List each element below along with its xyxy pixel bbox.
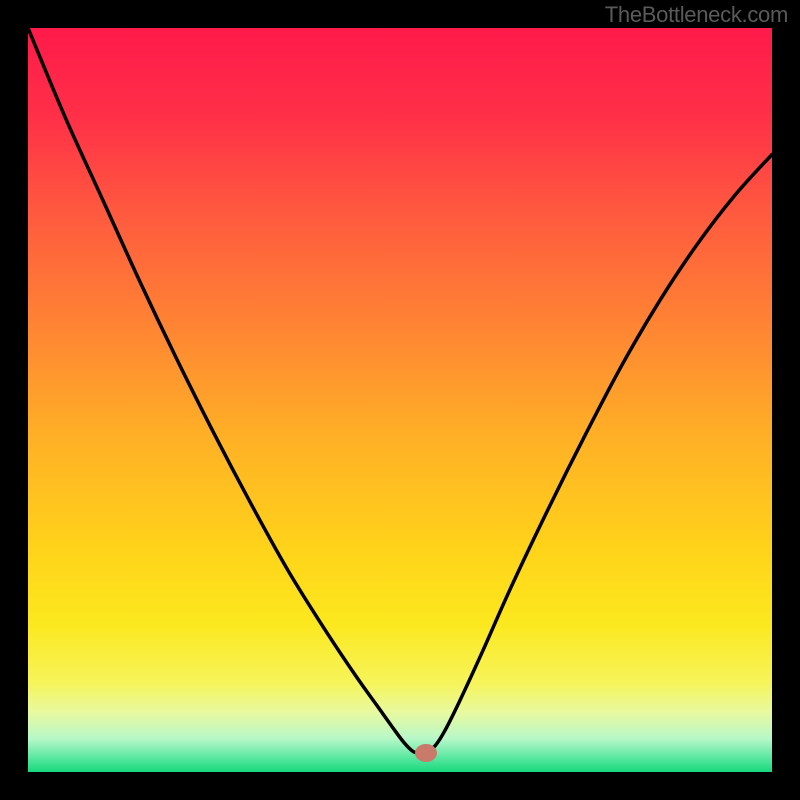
chart-plot-area [28, 28, 772, 772]
optimal-point-marker [415, 744, 437, 762]
watermark-text: TheBottleneck.com [605, 2, 788, 28]
bottleneck-curve [28, 28, 772, 772]
